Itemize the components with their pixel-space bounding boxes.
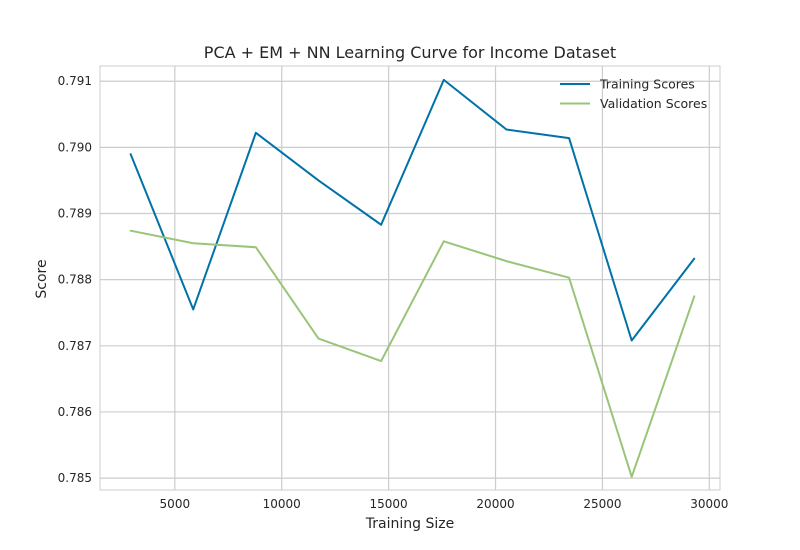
data-point — [568, 276, 570, 279]
series-training-scores — [129, 78, 696, 342]
series-validation-scores — [129, 229, 696, 478]
data-point — [317, 337, 320, 340]
data-point — [317, 179, 320, 182]
plot-frame — [99, 65, 721, 491]
plot-area — [99, 65, 721, 491]
y-tick-label: 0.786 — [58, 405, 92, 419]
y-tick-label: 0.790 — [58, 140, 92, 154]
y-tick-label: 0.788 — [58, 273, 92, 287]
x-tick-label: 30000 — [690, 497, 728, 511]
data-point — [693, 257, 696, 260]
y-tick-label: 0.785 — [58, 471, 92, 485]
data-point — [630, 339, 633, 342]
data-point — [630, 475, 633, 478]
data-point — [505, 260, 508, 263]
data-point — [442, 240, 445, 243]
series-line — [130, 229, 696, 478]
x-tick-label: 10000 — [263, 497, 301, 511]
x-tick-label: 15000 — [370, 497, 408, 511]
y-tick-label: 0.791 — [58, 74, 92, 88]
legend: Training Scores Validation Scores — [560, 77, 707, 111]
y-axis-label: Score — [34, 259, 50, 298]
x-tick-label: 25000 — [583, 497, 621, 511]
data-point — [192, 242, 195, 245]
x-axis-label: Training Size — [365, 516, 454, 532]
y-axis-ticks: 0.785 0.786 0.787 0.788 0.789 0.790 0.791 — [58, 74, 92, 485]
legend-label: Validation Scores — [600, 96, 707, 111]
y-tick-label: 0.787 — [58, 339, 92, 353]
y-tick-label: 0.789 — [58, 207, 92, 221]
data-point — [254, 246, 257, 249]
legend-label: Training Scores — [599, 77, 695, 92]
chart-title: PCA + EM + NN Learning Curve for Income … — [204, 43, 616, 62]
data-point — [505, 128, 508, 131]
series-layer — [129, 78, 696, 478]
data-point — [380, 360, 383, 362]
data-point — [568, 137, 570, 139]
legend-item: Training Scores — [560, 77, 695, 92]
x-axis-ticks: 5000 10000 15000 20000 25000 30000 — [160, 497, 729, 511]
data-point — [254, 131, 257, 134]
x-tick-label: 5000 — [160, 497, 191, 511]
series-line — [129, 78, 696, 342]
x-tick-label: 20000 — [476, 497, 514, 511]
data-point — [192, 308, 195, 311]
data-point — [380, 223, 383, 226]
data-point — [693, 295, 696, 298]
data-point — [129, 229, 132, 232]
gridlines — [100, 66, 720, 490]
data-point — [129, 153, 132, 155]
data-point — [442, 78, 445, 81]
legend-item: Validation Scores — [560, 96, 707, 111]
